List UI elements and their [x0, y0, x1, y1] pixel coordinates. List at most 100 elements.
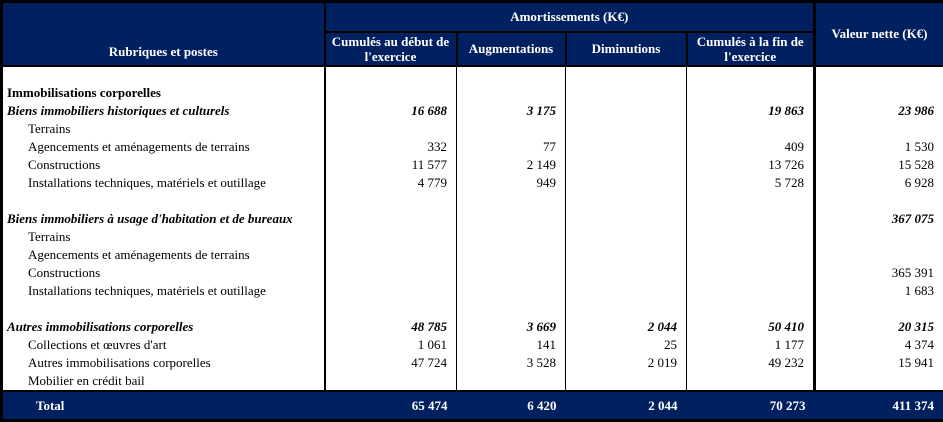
table-row: Biens immobiliers à usage d'habitation e…: [2, 210, 943, 228]
row-value: 23 986: [815, 102, 943, 120]
row-value: 77: [457, 138, 566, 156]
row-value: [815, 228, 943, 246]
row-value: 365 391: [815, 264, 943, 282]
row-label: Immobilisations corporelles: [2, 84, 325, 102]
row-label: Agencements et aménagements de terrains: [2, 246, 325, 264]
row-value: 367 075: [815, 210, 943, 228]
row-value: [325, 300, 457, 318]
row-value: [325, 192, 457, 210]
row-value: [457, 228, 566, 246]
row-value: 1 530: [815, 138, 943, 156]
row-label: Autres immobilisations corporelles: [2, 354, 325, 372]
row-value: [457, 210, 566, 228]
row-value: [566, 156, 687, 174]
row-value: [566, 66, 687, 84]
row-value: 3 669: [457, 318, 566, 336]
row-value: [687, 300, 815, 318]
row-value: 15 528: [815, 156, 943, 174]
row-label: Biens immobiliers historiques et culture…: [2, 102, 325, 120]
row-value: [687, 210, 815, 228]
row-value: [687, 120, 815, 138]
row-value: [457, 264, 566, 282]
row-label: Installations techniques, matériels et o…: [2, 282, 325, 300]
row-label: Installations techniques, matériels et o…: [2, 174, 325, 192]
row-value: [566, 174, 687, 192]
row-value: [566, 246, 687, 264]
row-value: 4 374: [815, 336, 943, 354]
row-value: 3 528: [457, 354, 566, 372]
row-value: [566, 210, 687, 228]
header-valeur-nette: Valeur nette (K€): [815, 2, 943, 66]
row-value: [566, 282, 687, 300]
row-value: [457, 84, 566, 102]
row-value: 4 779: [325, 174, 457, 192]
header-cumules-fin: Cumulés à la fin de l'exercice: [687, 32, 815, 66]
header-diminutions: Diminutions: [566, 32, 687, 66]
row-value: 16 688: [325, 102, 457, 120]
table-header: Rubriques et postes Amortissements (K€) …: [2, 2, 943, 66]
row-value: 3 175: [457, 102, 566, 120]
row-value: 20 315: [815, 318, 943, 336]
row-value: 15 941: [815, 354, 943, 372]
row-value: [566, 192, 687, 210]
row-value: [815, 300, 943, 318]
header-augmentations: Augmentations: [457, 32, 566, 66]
row-value: [325, 264, 457, 282]
row-value: 49 232: [687, 354, 815, 372]
row-label: Collections et œuvres d'art: [2, 336, 325, 354]
table-row: Biens immobiliers historiques et culture…: [2, 102, 943, 120]
row-value: [457, 246, 566, 264]
row-value: [457, 192, 566, 210]
spacer-row: [2, 300, 943, 318]
row-label: [2, 192, 325, 210]
row-value: [325, 84, 457, 102]
row-value: [687, 264, 815, 282]
row-value: [566, 372, 687, 391]
spacer-row: [2, 66, 943, 84]
row-value: 141: [457, 336, 566, 354]
row-label: [2, 300, 325, 318]
row-value: [687, 372, 815, 391]
row-value: [566, 300, 687, 318]
row-value: [457, 282, 566, 300]
row-value: 2 044: [566, 318, 687, 336]
row-value: [566, 264, 687, 282]
row-value: [687, 192, 815, 210]
row-value: [457, 120, 566, 138]
row-value: 48 785: [325, 318, 457, 336]
row-label: Constructions: [2, 156, 325, 174]
row-value: [457, 300, 566, 318]
row-value: [325, 246, 457, 264]
row-value: [815, 372, 943, 391]
header-rubriques-et-postes: Rubriques et postes: [2, 2, 325, 66]
table-row: Installations techniques, matériels et o…: [2, 282, 943, 300]
row-value: [687, 282, 815, 300]
table-row: Terrains: [2, 120, 943, 138]
row-value: 409: [687, 138, 815, 156]
row-value: 25: [566, 336, 687, 354]
row-value: [815, 246, 943, 264]
row-value: 949: [457, 174, 566, 192]
row-value: 5 728: [687, 174, 815, 192]
row-label: Biens immobiliers à usage d'habitation e…: [2, 210, 325, 228]
row-value: [457, 66, 566, 84]
table-row: Immobilisations corporelles: [2, 84, 943, 102]
row-value: [687, 84, 815, 102]
row-value: [687, 66, 815, 84]
row-value: [566, 84, 687, 102]
row-value: 2 149: [457, 156, 566, 174]
row-value: 332: [325, 138, 457, 156]
header-cumules-debut: Cumulés au début de l'exercice: [325, 32, 457, 66]
row-value: 50 410: [687, 318, 815, 336]
row-value: 1 177: [687, 336, 815, 354]
table-row: Mobilier en crédit bail: [2, 372, 943, 391]
row-value: [566, 102, 687, 120]
